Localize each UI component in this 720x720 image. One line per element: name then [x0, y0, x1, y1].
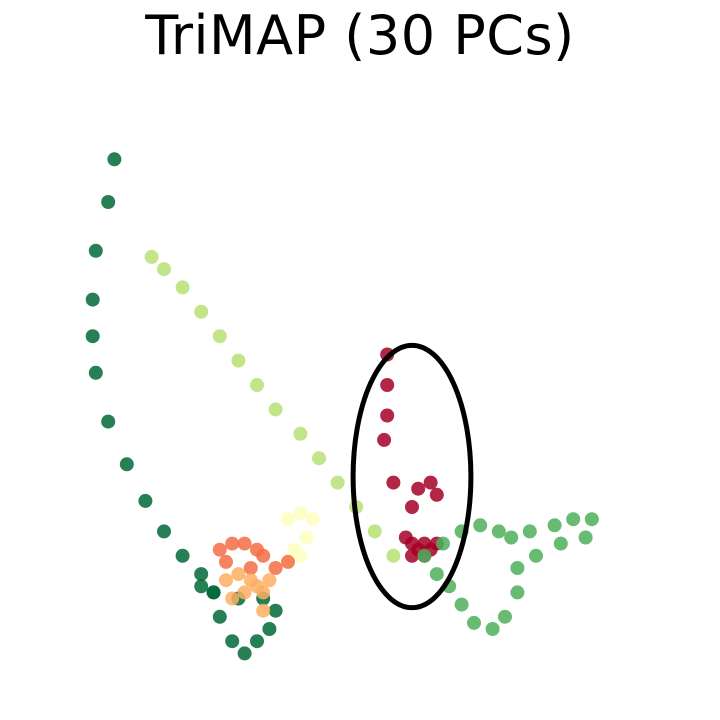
data-point [237, 536, 252, 551]
data-point [417, 548, 432, 563]
data-point [268, 402, 283, 417]
data-point [175, 280, 190, 295]
data-point [436, 536, 450, 551]
data-point [212, 329, 227, 344]
data-point [467, 615, 481, 630]
series-6 [417, 512, 599, 636]
data-point [473, 518, 488, 533]
data-point [175, 548, 190, 563]
data-point [231, 567, 246, 582]
data-point [299, 530, 314, 545]
data-point [206, 585, 221, 600]
data-point [305, 512, 320, 527]
data-point [566, 512, 581, 527]
data-point [405, 548, 419, 563]
data-point [101, 414, 116, 429]
data-point [231, 353, 246, 368]
data-point [194, 579, 209, 594]
data-point [454, 597, 469, 612]
data-point [423, 475, 438, 490]
data-point [262, 622, 277, 636]
data-point [237, 585, 252, 600]
data-point [380, 408, 395, 423]
data-point [367, 524, 382, 539]
data-point [491, 524, 506, 539]
data-point [243, 561, 258, 575]
highlight-ellipse [350, 342, 474, 611]
data-point [485, 622, 500, 636]
data-point [237, 646, 252, 661]
data-point [268, 603, 283, 618]
data-point [553, 536, 568, 551]
data-point [386, 475, 401, 490]
data-point [157, 524, 171, 539]
data-point [194, 304, 209, 319]
data-point [330, 475, 345, 490]
series-5 [377, 347, 444, 563]
data-point [293, 548, 308, 563]
data-point [522, 524, 537, 539]
data-point [212, 609, 227, 624]
data-point [225, 591, 240, 606]
data-point [212, 542, 227, 557]
data-point [429, 567, 444, 582]
data-point [119, 457, 134, 472]
data-point [88, 243, 103, 258]
data-point [225, 536, 240, 551]
data-point [510, 585, 525, 600]
data-point [157, 262, 171, 277]
data-point [377, 432, 392, 447]
data-point [85, 292, 100, 307]
data-point [107, 152, 122, 167]
data-point [405, 500, 419, 514]
series-4 [219, 567, 277, 618]
data-point [262, 573, 277, 588]
data-point [219, 573, 233, 588]
data-point [250, 378, 264, 392]
series-3 [212, 536, 295, 575]
data-point [144, 249, 159, 264]
data-point [498, 609, 512, 624]
data-point [250, 634, 264, 649]
data-point [101, 195, 116, 209]
data-point [312, 451, 326, 466]
data-point [429, 487, 444, 502]
data-point [225, 634, 240, 649]
data-point [380, 378, 395, 392]
data-point [547, 518, 562, 533]
data-point [88, 365, 103, 380]
data-point [256, 585, 271, 600]
data-point [578, 530, 593, 545]
annotation-layer [350, 342, 474, 611]
data-point [411, 481, 426, 496]
data-point [268, 561, 283, 575]
data-point [219, 554, 233, 569]
series-0 [85, 152, 283, 661]
data-point [529, 548, 543, 563]
data-point [293, 506, 308, 521]
data-point [194, 567, 209, 582]
data-point [281, 554, 295, 569]
data-point [504, 530, 519, 545]
data-point [510, 561, 525, 575]
points-layer [85, 152, 599, 661]
data-point [138, 493, 153, 508]
chart-title: TriMAP (30 PCs) [145, 4, 575, 67]
data-point [281, 512, 295, 527]
data-point [293, 426, 308, 441]
data-point [256, 603, 271, 618]
data-point [256, 548, 271, 563]
data-point [386, 548, 401, 563]
data-point [85, 329, 100, 344]
data-point [584, 512, 599, 527]
